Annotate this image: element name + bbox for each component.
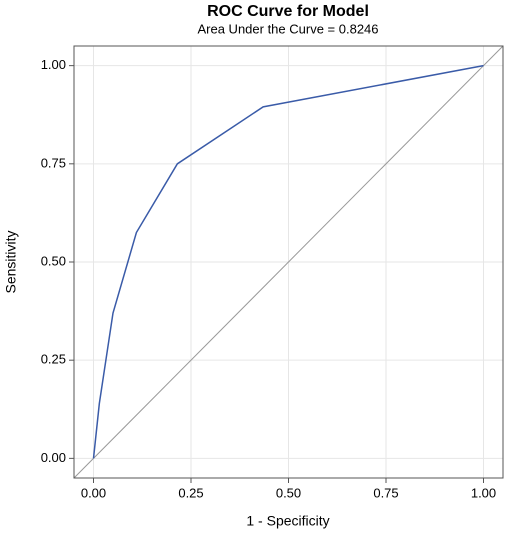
chart-title: ROC Curve for Model <box>207 3 369 20</box>
y-tick-label: 0.50 <box>41 253 66 268</box>
x-tick-label: 0.25 <box>178 485 203 500</box>
roc-line <box>92 64 484 459</box>
plot-frame <box>73 45 504 479</box>
x-tick-label: 1.00 <box>471 485 496 500</box>
x-tick-label: 0.00 <box>81 485 106 500</box>
y-tick-label: 0.75 <box>41 155 66 170</box>
x-tick-label: 0.50 <box>276 485 301 500</box>
y-tick-label: 1.00 <box>41 57 66 72</box>
reference-line <box>73 45 504 479</box>
y-axis-label: Sensitivity <box>3 230 19 293</box>
y-tick-label: 0.00 <box>41 450 66 465</box>
y-tick-label: 0.25 <box>41 352 66 367</box>
x-axis-label: 1 - Specificity <box>246 513 329 529</box>
chart-subtitle: Area Under the Curve = 0.8246 <box>197 21 378 36</box>
x-tick-label: 0.75 <box>373 485 398 500</box>
